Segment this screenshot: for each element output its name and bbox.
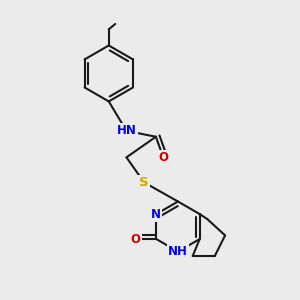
Text: HN: HN: [116, 124, 136, 137]
Text: O: O: [131, 232, 141, 246]
Text: N: N: [151, 208, 161, 220]
Text: NH: NH: [168, 245, 188, 258]
Text: O: O: [158, 151, 168, 164]
Text: S: S: [139, 176, 149, 189]
